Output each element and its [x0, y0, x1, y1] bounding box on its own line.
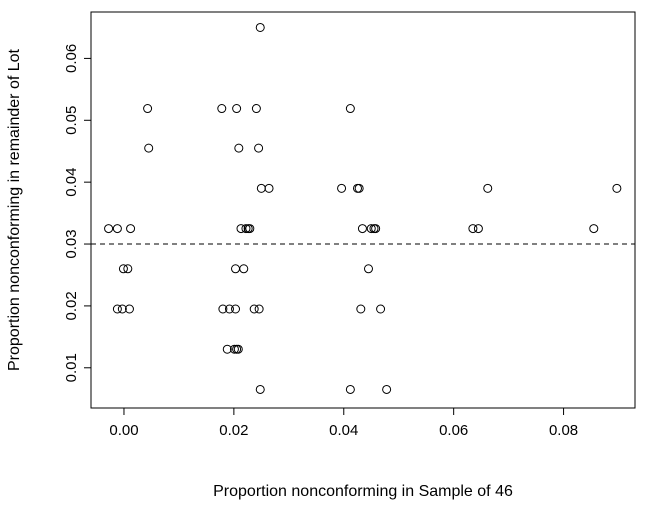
data-point	[356, 304, 366, 314]
y-axis: 0.01 0.02 0.03 0.04 0.05 0.06	[63, 44, 91, 382]
data-point	[112, 224, 122, 234]
data-point	[231, 304, 241, 314]
y-tick-label: 0.06	[63, 44, 80, 73]
data-point	[468, 224, 478, 234]
data-point	[366, 224, 376, 234]
data-point	[144, 143, 154, 153]
data-point	[249, 304, 259, 314]
data-point	[224, 304, 234, 314]
data-point	[363, 264, 373, 274]
x-tick-label: 0.04	[329, 422, 358, 439]
data-point	[229, 344, 239, 354]
data-point	[117, 304, 127, 314]
x-tick-label: 0.00	[109, 422, 138, 439]
data-point	[357, 224, 367, 234]
x-tick-label: 0.08	[549, 422, 578, 439]
x-tick-label: 0.06	[439, 422, 468, 439]
data-point	[236, 224, 246, 234]
data-point	[245, 224, 255, 234]
data-point	[254, 304, 264, 314]
data-point	[232, 104, 242, 114]
data-point	[126, 224, 136, 234]
data-point	[143, 104, 153, 114]
y-tick-label: 0.03	[63, 229, 80, 258]
data-point	[345, 104, 355, 114]
data-point	[251, 104, 261, 114]
x-tick-label: 0.02	[219, 422, 248, 439]
data-point	[345, 384, 355, 394]
data-point	[382, 384, 392, 394]
data-point	[218, 304, 228, 314]
data-point	[239, 264, 249, 274]
y-tick-label: 0.02	[63, 291, 80, 320]
plot-frame	[90, 11, 636, 409]
data-point	[337, 183, 347, 193]
x-axis: 0.00 0.02 0.04 0.06 0.08	[109, 408, 578, 439]
data-point	[118, 264, 128, 274]
data-point	[255, 22, 265, 32]
data-point	[255, 384, 265, 394]
data-point	[264, 183, 274, 193]
data-point	[112, 304, 122, 314]
data-point	[473, 224, 483, 234]
y-tick-label: 0.05	[63, 106, 80, 135]
data-point	[376, 304, 386, 314]
y-tick-label: 0.04	[63, 168, 80, 197]
data-points	[104, 22, 622, 394]
data-point	[234, 143, 244, 153]
data-point	[217, 104, 227, 114]
data-point	[124, 304, 134, 314]
data-point	[104, 224, 114, 234]
y-axis-title: Proportion nonconforming in remainder of…	[6, 48, 23, 371]
data-point	[483, 183, 493, 193]
data-point	[233, 344, 243, 354]
data-point	[222, 344, 232, 354]
data-point	[241, 224, 251, 234]
x-axis-title: Proportion nonconforming in Sample of 46	[213, 483, 513, 500]
data-point	[123, 264, 133, 274]
y-tick-label: 0.01	[63, 353, 80, 382]
data-point	[612, 183, 622, 193]
data-point	[254, 143, 264, 153]
data-point	[589, 224, 599, 234]
data-point	[354, 183, 364, 193]
data-point	[371, 224, 381, 234]
